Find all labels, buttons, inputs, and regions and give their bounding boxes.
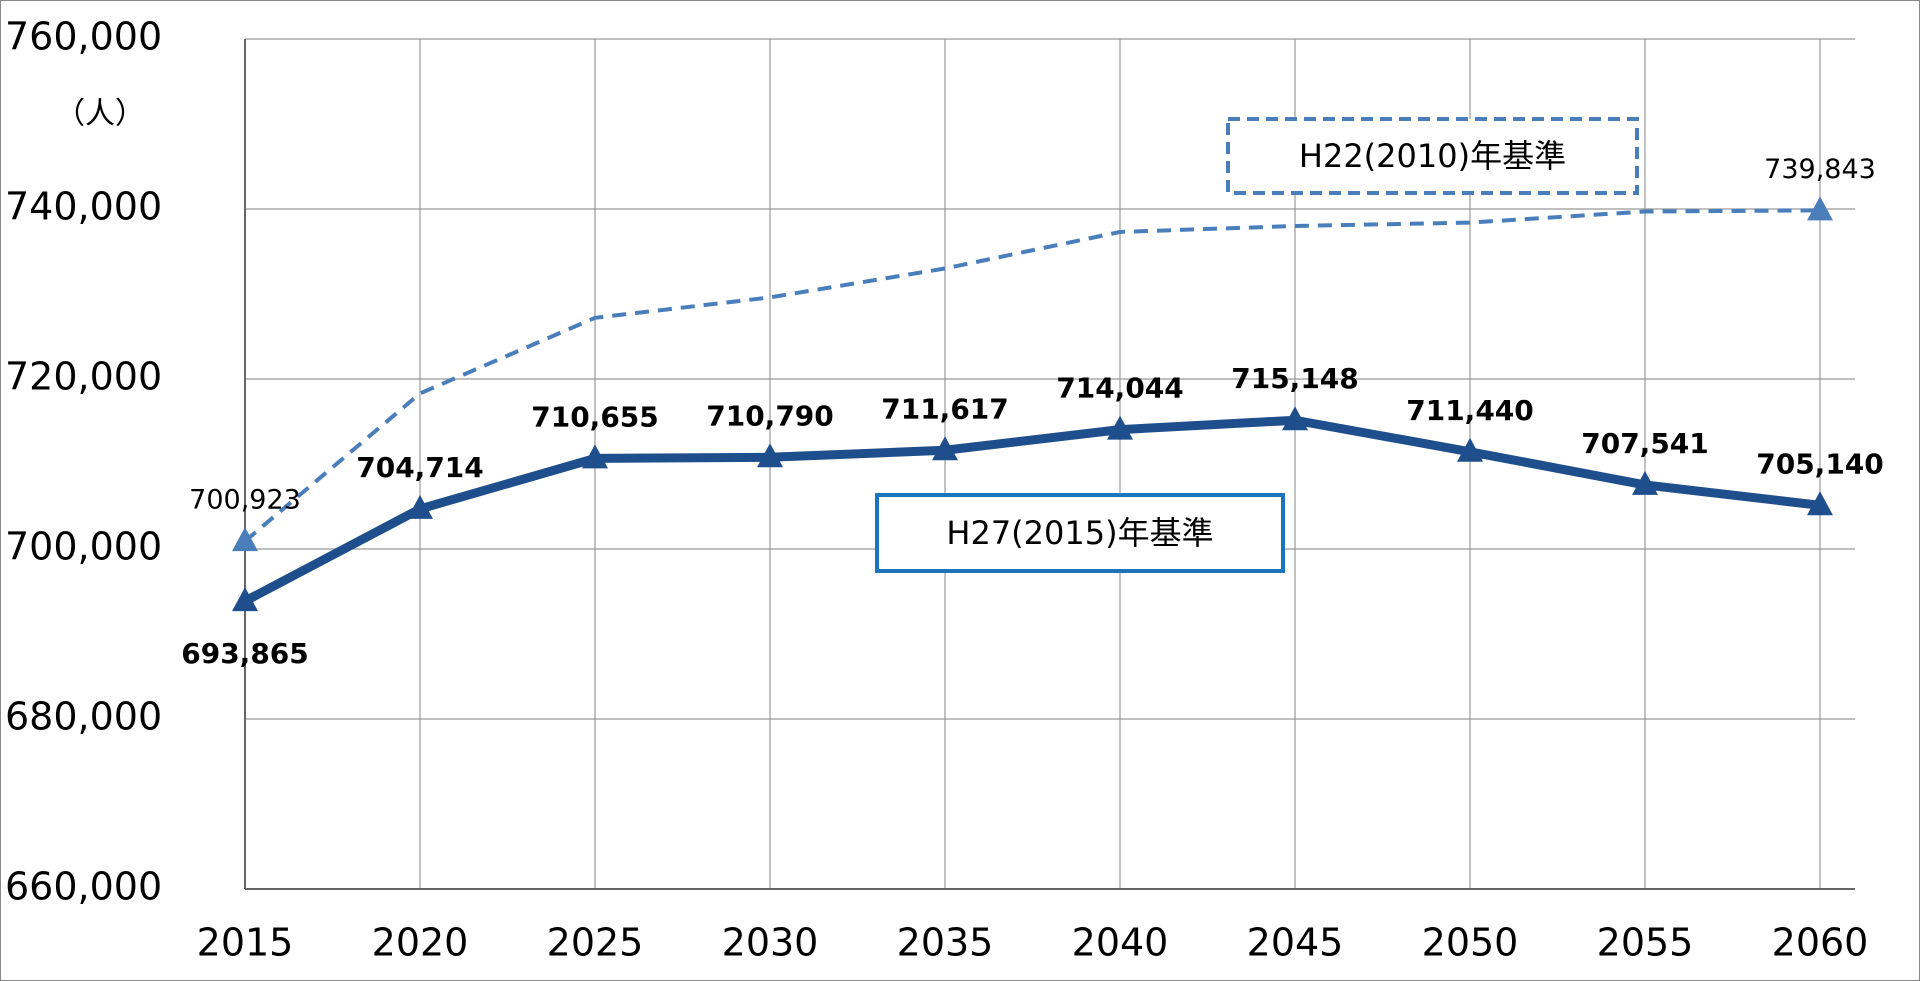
data-label: 710,655 bbox=[531, 400, 659, 433]
x-tick-label: 2055 bbox=[1597, 921, 1694, 965]
legend-label: H22(2010)年基準 bbox=[1299, 137, 1566, 175]
marker bbox=[582, 444, 608, 469]
marker bbox=[1107, 415, 1133, 440]
y-tick-label: 760,000 bbox=[5, 15, 162, 59]
marker bbox=[1282, 406, 1308, 431]
marker bbox=[1457, 437, 1483, 462]
data-label: 715,148 bbox=[1231, 362, 1359, 395]
data-label: 739,843 bbox=[1764, 154, 1876, 185]
marker bbox=[1632, 470, 1658, 495]
data-label: 710,790 bbox=[706, 399, 834, 432]
x-tick-label: 2030 bbox=[722, 921, 819, 965]
data-label: 714,044 bbox=[1056, 372, 1184, 405]
x-tick-label: 2050 bbox=[1422, 921, 1519, 965]
data-label: 704,714 bbox=[356, 451, 484, 484]
x-tick-label: 2035 bbox=[897, 921, 994, 965]
data-label: 711,440 bbox=[1406, 394, 1534, 427]
x-tick-label: 2015 bbox=[197, 921, 294, 965]
y-tick-label: 740,000 bbox=[5, 185, 162, 229]
marker bbox=[932, 436, 958, 461]
marker bbox=[1807, 491, 1833, 516]
legend-label: H27(2015)年基準 bbox=[946, 514, 1213, 552]
data-label: 705,140 bbox=[1756, 447, 1884, 480]
x-tick-label: 2020 bbox=[372, 921, 469, 965]
x-tick-label: 2025 bbox=[547, 921, 644, 965]
marker bbox=[232, 527, 258, 552]
legend-box bbox=[875, 493, 1285, 573]
marker bbox=[757, 443, 783, 468]
legend-box bbox=[1226, 117, 1639, 195]
marker bbox=[232, 587, 258, 612]
y-tick-label: 660,000 bbox=[5, 865, 162, 909]
y-tick-label: 680,000 bbox=[5, 695, 162, 739]
x-tick-label: 2060 bbox=[1772, 921, 1869, 965]
data-label: 700,923 bbox=[189, 485, 301, 516]
marker bbox=[407, 494, 433, 519]
x-tick-label: 2045 bbox=[1247, 921, 1344, 965]
data-label: 707,541 bbox=[1581, 427, 1709, 460]
series-line bbox=[243, 208, 1821, 543]
data-label: 711,617 bbox=[881, 392, 1009, 425]
y-tick-label: 700,000 bbox=[5, 525, 162, 569]
y-unit: （人） bbox=[55, 97, 145, 132]
x-tick-label: 2040 bbox=[1072, 921, 1169, 965]
series-line bbox=[242, 415, 1821, 606]
data-label: 693,865 bbox=[181, 637, 309, 670]
y-tick-label: 720,000 bbox=[5, 355, 162, 399]
marker bbox=[1807, 196, 1833, 221]
